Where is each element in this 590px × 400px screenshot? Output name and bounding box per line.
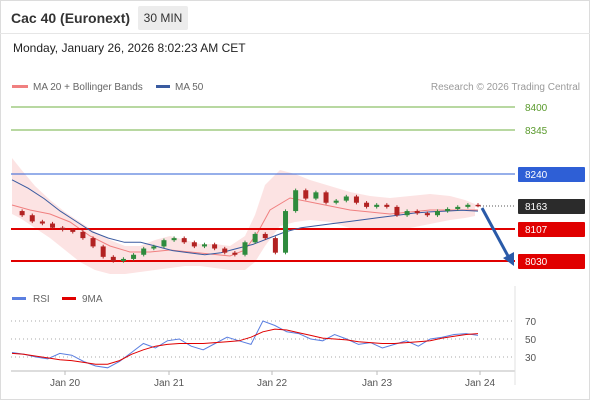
header-divider (0, 33, 590, 34)
candle-body (445, 208, 451, 212)
candle-body (313, 192, 319, 199)
rsi-ma-legend-label: 9MA (82, 294, 103, 305)
candle-body (465, 204, 471, 207)
timeframe-badge[interactable]: 30 MIN (138, 6, 188, 30)
candle-body (404, 211, 410, 216)
forecast-arrow (480, 207, 510, 257)
candle-body (374, 204, 380, 207)
rsi-ma-line (11, 328, 479, 365)
candle-body (333, 200, 339, 203)
level-label-8240: 8240 (525, 170, 548, 181)
candle-body (414, 211, 420, 214)
candles (19, 188, 481, 263)
bollinger-band (12, 158, 475, 274)
candle-body (212, 244, 218, 249)
candle-body (434, 211, 440, 216)
candle-body (283, 211, 289, 253)
candle-body (171, 238, 177, 241)
candle-body (50, 223, 56, 228)
candle-body (151, 246, 157, 249)
candle-body (90, 238, 96, 247)
bollinger-legend-label: MA 20 + Bollinger Bands (33, 82, 143, 93)
candle-body (384, 204, 390, 207)
x-tick-jan20: Jan 20 (50, 378, 80, 389)
candle-body (70, 229, 76, 232)
rsi-lines (11, 320, 479, 369)
candle-body (222, 248, 228, 253)
level-label-8345: 8345 (525, 126, 548, 137)
candle-body (353, 196, 359, 203)
candle-body (80, 231, 86, 239)
candle-body (262, 233, 268, 239)
candle-body (131, 254, 137, 259)
candle-body (343, 196, 349, 201)
candle-body (29, 215, 35, 222)
x-tick-jan22: Jan 22 (257, 378, 287, 389)
candle-body (252, 233, 258, 243)
candle-body (303, 190, 309, 199)
candle-body (110, 256, 116, 261)
candle-body (242, 242, 248, 255)
rsi-tick-30: 30 (525, 353, 537, 364)
candle-body (394, 206, 400, 216)
current-price-label: 8163 (525, 202, 548, 213)
candle-body (19, 211, 25, 216)
candle-body (141, 248, 147, 255)
level-tag-8240 (518, 167, 585, 182)
candle-body (364, 202, 370, 207)
candle-body (191, 242, 197, 247)
candle-body (161, 240, 167, 247)
candle-body (201, 244, 207, 247)
candle-body (39, 221, 45, 224)
level-tag-8030 (518, 254, 585, 269)
candle-body (100, 246, 106, 257)
ma50-legend-label: MA 50 (175, 82, 204, 93)
candle-body (323, 192, 329, 203)
candle-body (293, 190, 299, 212)
candle-body (181, 238, 187, 243)
x-tick-jan23: Jan 23 (362, 378, 392, 389)
instrument-title: Cac 40 (Euronext) (11, 10, 131, 26)
rsi-tick-70: 70 (525, 317, 537, 328)
level-label-8400: 8400 (525, 103, 548, 114)
rsi-legend-label: RSI (33, 294, 50, 305)
forecast-arrow-head (503, 252, 514, 266)
candle-body (60, 227, 66, 230)
level-label-8030: 8030 (525, 257, 548, 268)
x-tick-jan24: Jan 24 (465, 378, 495, 389)
current-price-tag (518, 199, 585, 214)
candle-body (475, 204, 481, 207)
timestamp: Monday, January 26, 2026 8:02:23 AM CET (13, 41, 246, 55)
chart-header: Cac 40 (Euronext) 30 MIN (0, 0, 590, 36)
rsi-tick-50: 50 (525, 335, 537, 346)
ma50-legend-swatch (156, 85, 170, 88)
x-tick-jan21: Jan 21 (154, 378, 184, 389)
candle-body (455, 206, 461, 209)
candle-body (232, 252, 238, 255)
rsi-legend-swatch (12, 297, 26, 300)
level-label-8107: 8107 (525, 225, 548, 236)
candle-body (120, 258, 126, 261)
level-tag-8107 (518, 222, 585, 237)
candle-body (272, 238, 278, 253)
rsi-line (11, 320, 479, 369)
candle-body (424, 213, 430, 216)
rsi-ma-legend-swatch (62, 297, 76, 300)
copyright-text: Research © 2026 Trading Central (431, 82, 580, 93)
bollinger-legend-swatch (12, 85, 28, 88)
